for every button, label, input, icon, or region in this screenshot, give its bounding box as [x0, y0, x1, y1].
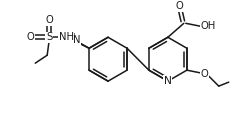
Text: O: O	[201, 69, 209, 79]
Text: NH: NH	[58, 32, 74, 42]
Text: S: S	[46, 32, 52, 42]
Text: N: N	[164, 76, 172, 86]
Text: O: O	[26, 32, 34, 42]
Text: H: H	[68, 33, 76, 43]
Text: O: O	[45, 15, 53, 25]
Text: O: O	[176, 1, 184, 11]
Text: OH: OH	[200, 21, 216, 31]
Text: N: N	[73, 35, 80, 45]
